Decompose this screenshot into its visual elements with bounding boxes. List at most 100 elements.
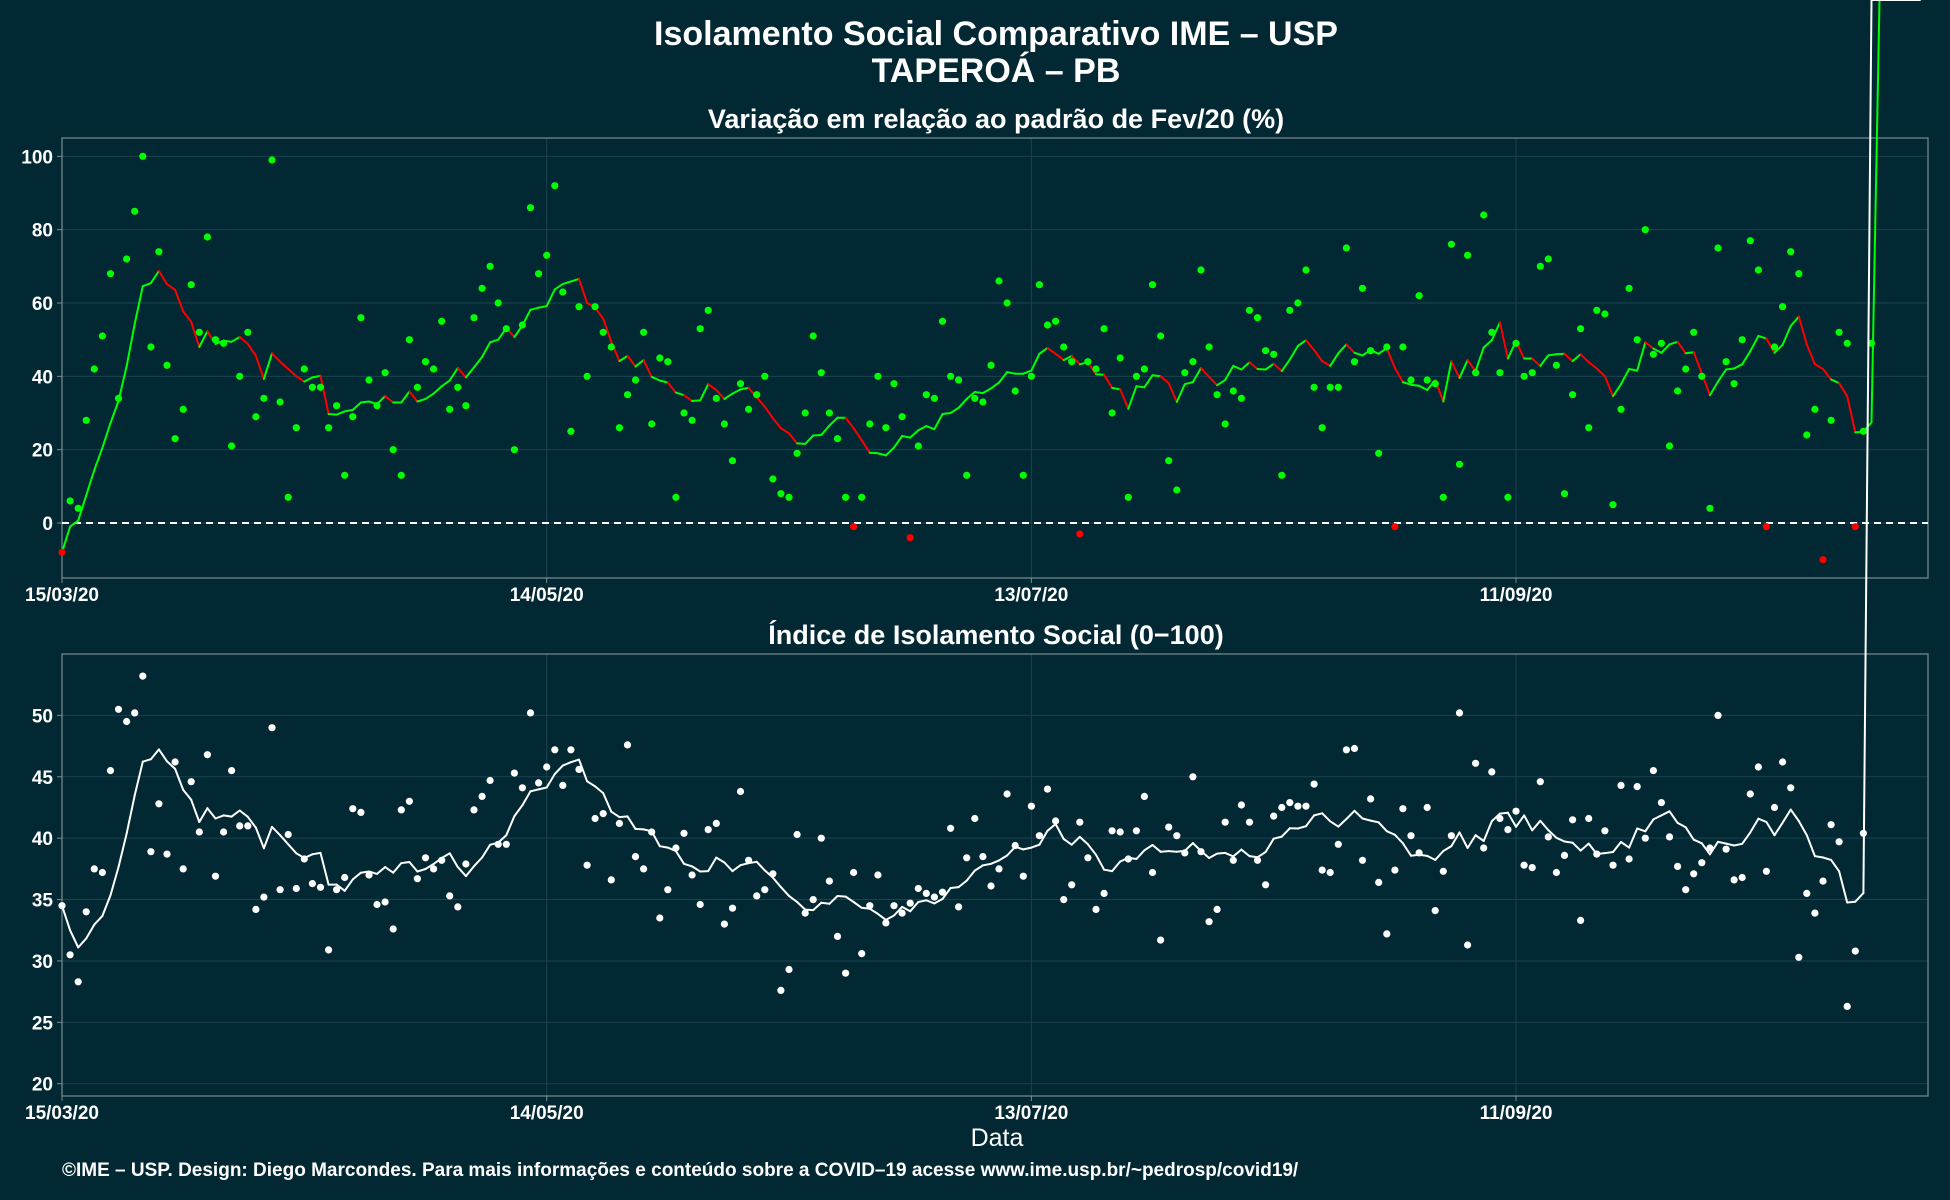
data-point (1609, 501, 1617, 509)
trend-line-segment (1329, 352, 1340, 367)
data-point (211, 872, 220, 880)
trend-line-segment (424, 863, 435, 870)
data-point (1318, 424, 1326, 432)
trend-line-segment (804, 908, 815, 912)
trend-line-segment (1030, 843, 1041, 849)
trend-line-segment (1434, 850, 1445, 861)
trend-line-segment (1870, 0, 1881, 424)
data-point (1229, 856, 1237, 864)
trend-line-segment (723, 861, 734, 873)
data-point (1730, 876, 1738, 884)
data-point (526, 204, 535, 212)
data-point (664, 358, 672, 366)
trend-line-segment (1708, 840, 1719, 856)
trend-line-segment (1620, 841, 1631, 849)
trend-line-segment (1789, 808, 1800, 822)
data-point (1585, 424, 1593, 432)
trend-line-segment (69, 929, 80, 949)
trend-line-segment (456, 367, 467, 379)
data-point (1035, 832, 1043, 840)
data-point (389, 925, 397, 933)
trend-line-segment (1264, 837, 1275, 853)
data-point (147, 343, 155, 351)
trend-line-segment (1418, 384, 1429, 391)
data-point (817, 369, 825, 377)
data-point (712, 394, 720, 402)
data-point (1819, 556, 1827, 564)
data-point (599, 810, 607, 818)
data-point (421, 358, 430, 366)
data-point (1286, 306, 1294, 314)
data-point (1270, 812, 1278, 820)
trend-line-segment (1159, 375, 1170, 385)
data-point (728, 904, 737, 912)
y-tick-label: 60 (32, 294, 53, 315)
data-point (648, 828, 656, 836)
trend-line-segment (1296, 825, 1307, 830)
trend-line-segment (246, 342, 257, 357)
data-point (236, 372, 244, 380)
trend-line-segment (85, 469, 96, 497)
bottom-panel: 15/03/20 14/05/20 13/07/20 11/09/20 20 25 30 35… (25, 0, 1929, 1124)
data-point (1827, 821, 1835, 829)
data-point (1835, 328, 1843, 336)
data-point (987, 361, 995, 369)
trend-line-segment (1636, 341, 1647, 372)
data-point (1455, 460, 1464, 468)
data-point (1593, 850, 1601, 858)
trend-line-segment (1256, 368, 1267, 371)
trend-line-segment (1466, 834, 1477, 849)
trend-line-segment (1725, 367, 1736, 371)
trend-line-segment (1531, 819, 1542, 832)
data-point (1302, 802, 1310, 810)
data-point (195, 328, 203, 336)
trend-line-segment (254, 826, 265, 850)
trend-line-segment (1749, 335, 1760, 353)
trend-line-segment (876, 912, 887, 921)
trend-line-segment (965, 391, 976, 400)
data-point (1601, 310, 1609, 318)
trend-line-segment (1490, 321, 1501, 342)
trend-line-segment (1337, 818, 1348, 828)
data-point (1221, 420, 1229, 428)
data-point (1132, 372, 1140, 380)
trend-line-segment (1183, 381, 1194, 386)
trend-line-segment (731, 388, 742, 395)
trend-line-segment (1353, 809, 1364, 820)
data-point (1334, 383, 1342, 391)
data-point (114, 394, 123, 402)
data-point (1520, 861, 1528, 869)
data-point (66, 951, 74, 959)
trend-line-segment (1224, 851, 1235, 858)
data-point (494, 840, 502, 848)
trend-line-segment (893, 435, 904, 449)
data-point (785, 965, 793, 974)
data-point (575, 765, 583, 774)
data-point (1447, 832, 1455, 840)
trend-line-segment (537, 786, 548, 791)
trend-line-segment (1660, 343, 1671, 354)
data-point (801, 909, 809, 917)
data-point (1787, 248, 1795, 256)
data-point (1641, 834, 1649, 842)
data-point (809, 332, 817, 340)
trend-line-segment (1652, 347, 1663, 354)
data-point (1439, 493, 1447, 501)
trend-line-segment (1240, 848, 1251, 858)
trend-line-segment (271, 352, 282, 363)
data-point (1843, 339, 1851, 347)
data-point (583, 372, 591, 380)
data-point (833, 435, 842, 443)
trend-line-segment (1668, 810, 1679, 824)
data-point (1488, 768, 1496, 776)
trend-line-segment (327, 413, 338, 416)
y-tick-label: 20 (32, 441, 53, 462)
trend-line-segment (101, 422, 112, 449)
data-point (1601, 827, 1609, 835)
trend-line-segment (1401, 842, 1412, 857)
trend-line-segment (1571, 841, 1582, 852)
trend-line-segment (1191, 367, 1202, 384)
data-point (858, 493, 866, 501)
data-point (914, 442, 922, 450)
data-point (1811, 909, 1819, 917)
